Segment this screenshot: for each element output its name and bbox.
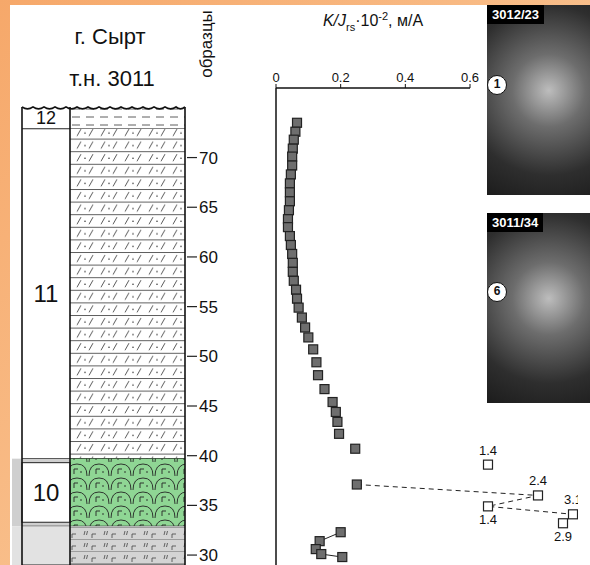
- html-text:3011/34: 3011/34: [492, 215, 539, 230]
- svg-text:3.1: 3.1: [564, 492, 578, 507]
- svg-text:0: 0: [272, 70, 279, 85]
- svg-text:55: 55: [199, 298, 218, 317]
- html-text:6: 6: [493, 284, 501, 298]
- svg-text:10: 10: [33, 479, 60, 506]
- html-text:3012/23: 3012/23: [492, 7, 539, 22]
- svg-text:50: 50: [199, 347, 218, 366]
- svg-text:30: 30: [199, 546, 218, 565]
- svg-text:11: 11: [34, 280, 59, 307]
- svg-text:образцы: образцы: [197, 10, 216, 78]
- svg-text:0.4: 0.4: [396, 70, 414, 85]
- svg-text:г. Сырт: г. Сырт: [74, 24, 145, 49]
- svg-text:40: 40: [199, 447, 218, 466]
- svg-text:0.2: 0.2: [332, 70, 350, 85]
- html-text:K/Jrs·10-2, м/А: K/Jrs·10-2, м/А: [322, 10, 424, 33]
- svg-text:1.4: 1.4: [479, 512, 497, 527]
- svg-text:12: 12: [36, 108, 56, 128]
- svg-text:45: 45: [199, 397, 218, 416]
- svg-text:2.4: 2.4: [529, 473, 547, 488]
- svg-text:35: 35: [199, 496, 218, 515]
- svg-text:2.9: 2.9: [554, 529, 572, 544]
- html-text:1: 1: [493, 77, 501, 91]
- svg-text:65: 65: [199, 198, 218, 217]
- svg-text:60: 60: [199, 248, 218, 267]
- svg-text:т.н. 3011: т.н. 3011: [69, 66, 154, 91]
- svg-text:0.6: 0.6: [461, 70, 479, 85]
- svg-text:1.4: 1.4: [479, 443, 497, 458]
- svg-text:70: 70: [199, 149, 218, 168]
